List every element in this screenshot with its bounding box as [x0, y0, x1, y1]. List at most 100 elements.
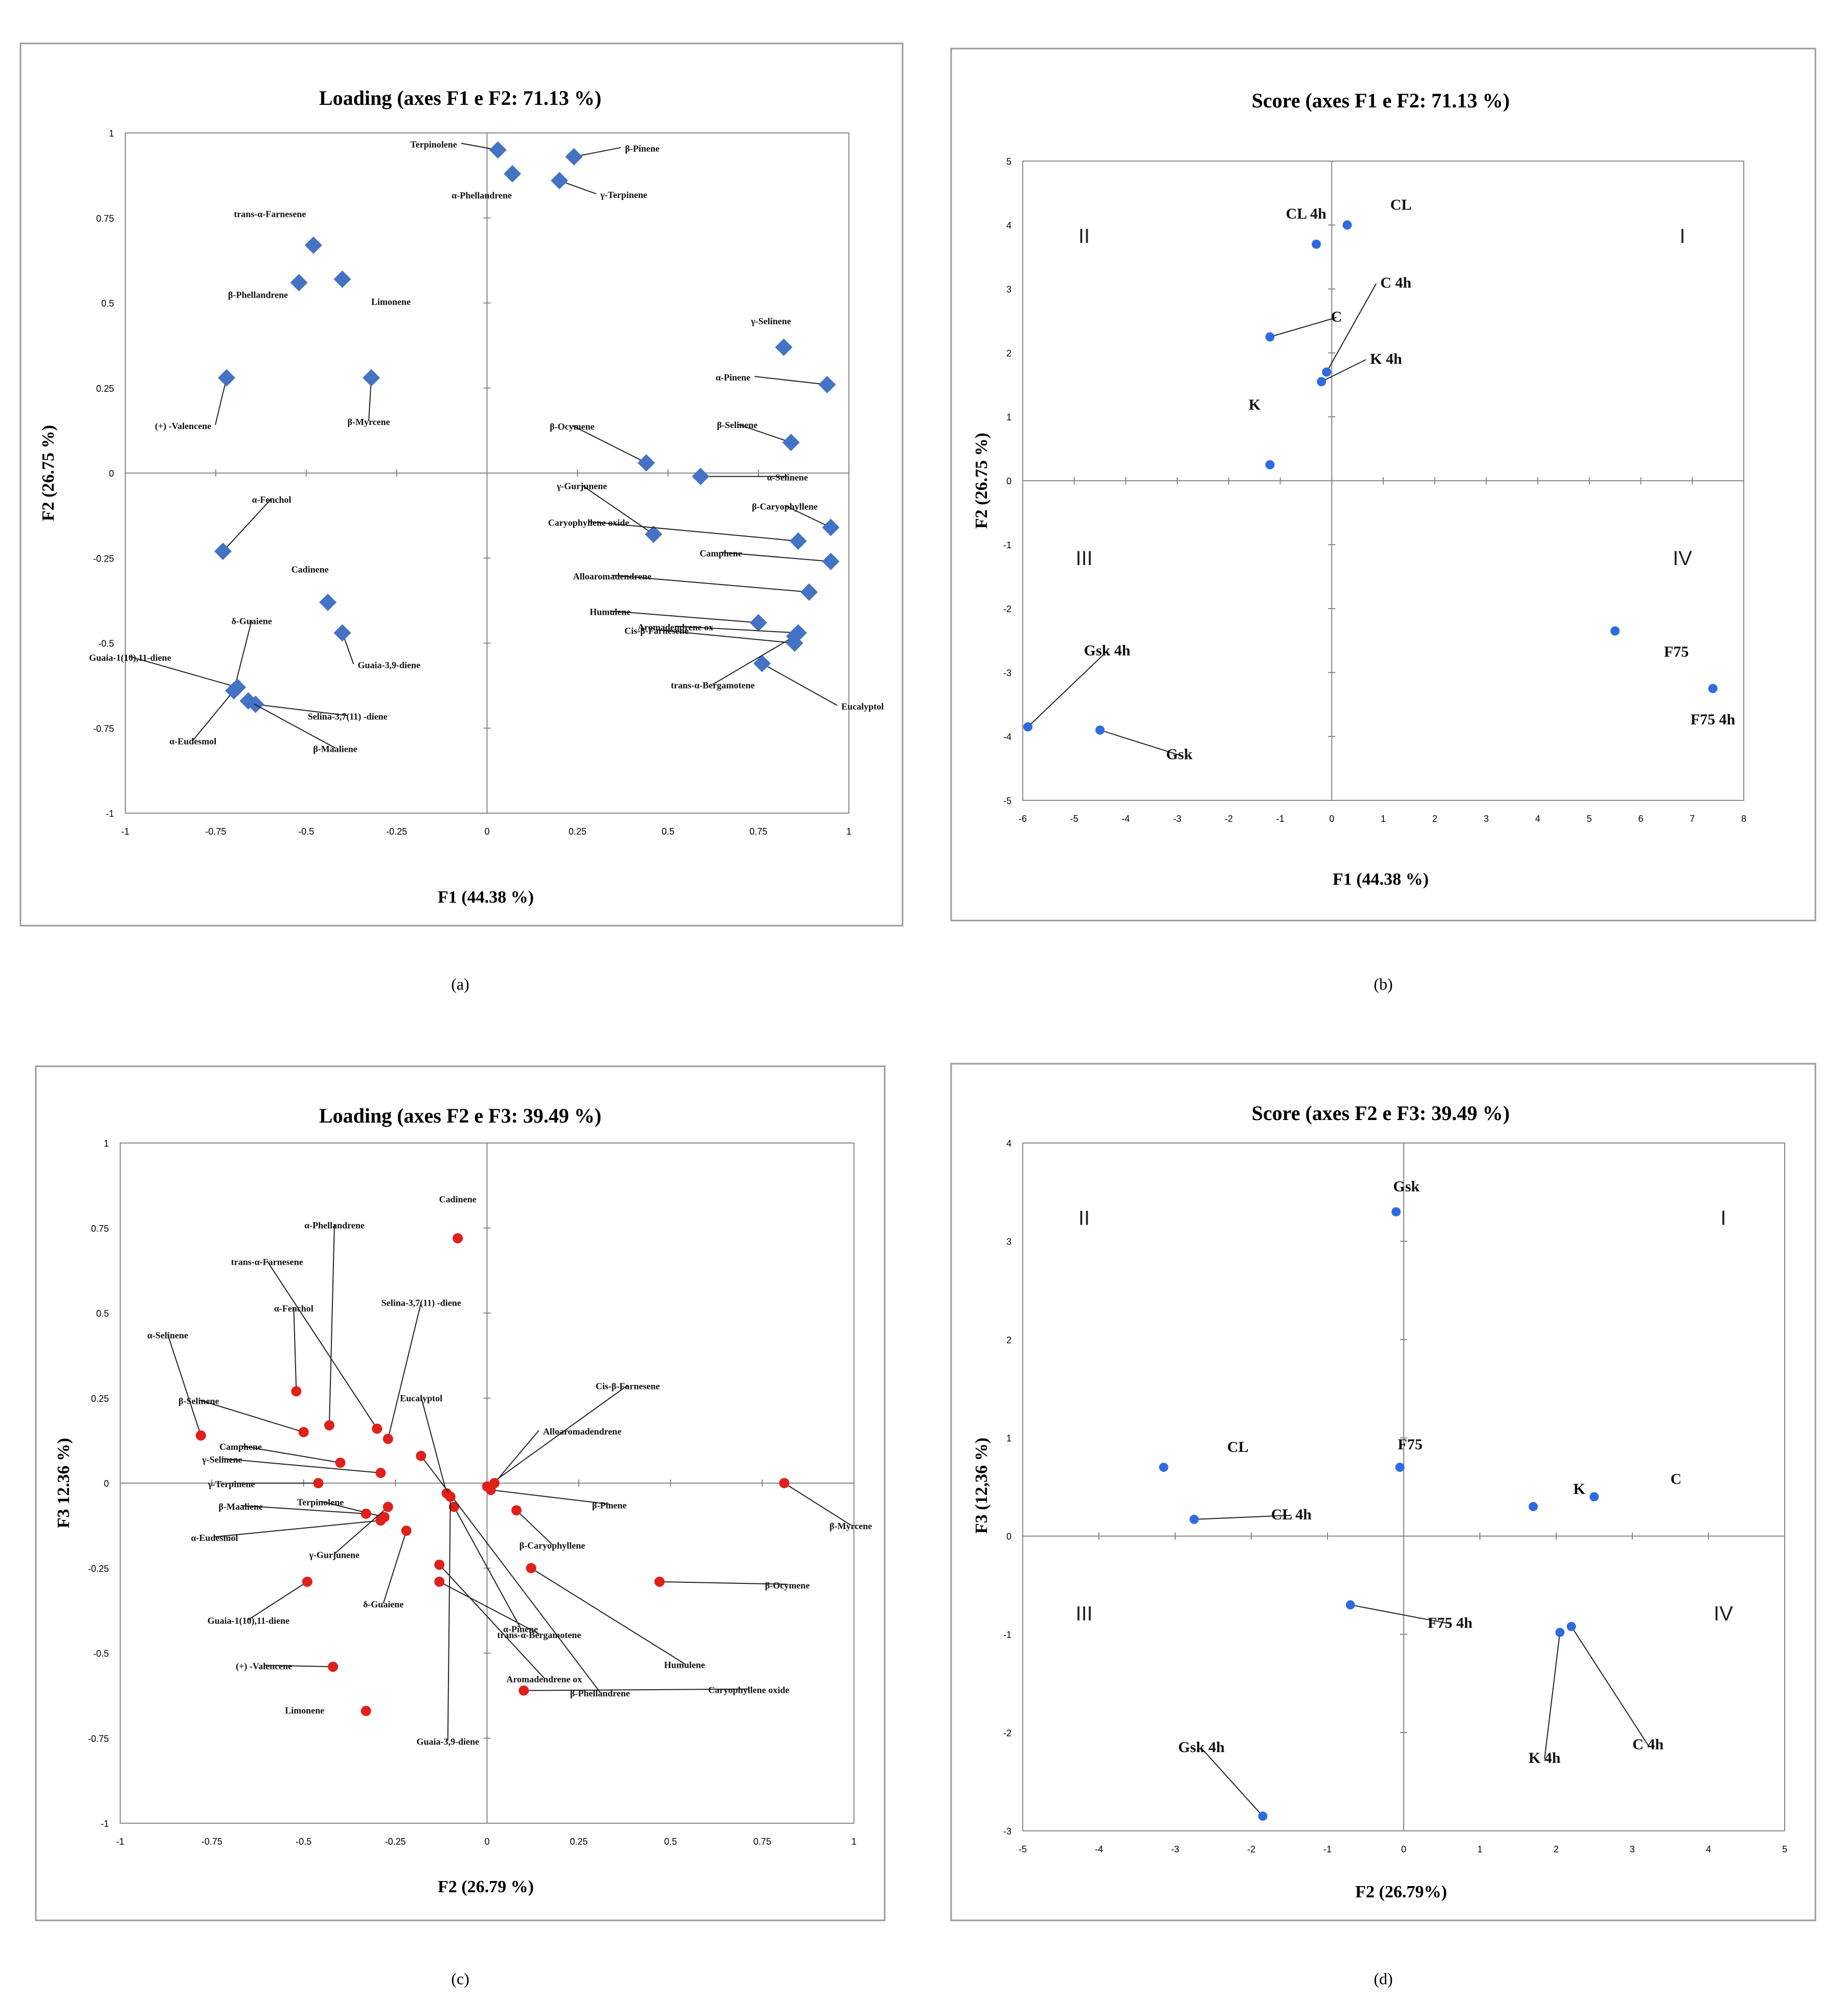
point-label: F75 4h: [1691, 711, 1736, 728]
x-tick-label: -1: [1323, 1844, 1332, 1854]
chart-title: Loading (axes F1 e F2: 71.13 %): [319, 86, 601, 109]
x-tick-label: -6: [1019, 814, 1027, 824]
leader-line: [248, 1581, 308, 1620]
point-label: δ-Guaiene: [363, 1599, 403, 1609]
data-point: [1258, 1811, 1268, 1821]
data-point: [1159, 1463, 1168, 1472]
data-point: [445, 1491, 456, 1502]
leader-line: [754, 376, 827, 386]
point-label: K: [1249, 396, 1261, 413]
leader-line: [387, 1302, 422, 1439]
quadrant-label: II: [1078, 1207, 1090, 1229]
leader-line: [198, 1399, 304, 1433]
point-label: Gsk 4h: [1084, 642, 1131, 659]
data-point: [1322, 367, 1332, 377]
leader-line: [659, 1581, 788, 1585]
leader-line: [233, 620, 253, 691]
point-label: F75 4h: [1428, 1615, 1473, 1631]
data-point: [1589, 1492, 1599, 1502]
y-tick-label: -3: [1003, 668, 1011, 678]
leader-line: [494, 1430, 539, 1484]
x-tick-label: 1: [1477, 1844, 1482, 1854]
point-label: γ-Terpinene: [600, 190, 647, 200]
data-point: [1566, 1622, 1576, 1631]
data-point: [1265, 460, 1275, 469]
chart-frame: [950, 1063, 1816, 1921]
point-label: trans-α-Farnesene: [231, 1257, 303, 1267]
y-axis-label: F2 (26.75 %): [39, 425, 58, 521]
y-tick-label: 0: [1006, 476, 1011, 486]
data-point: [1189, 1514, 1199, 1524]
leader-line: [656, 629, 795, 644]
point-label: Guaia-3,9-diene: [416, 1737, 479, 1747]
data-point: [416, 1450, 426, 1461]
panel-caption: (d): [1374, 1969, 1392, 1988]
point-label: Caryophyllene oxide: [708, 1685, 790, 1695]
x-tick-label: 1: [846, 826, 851, 837]
leader-line: [215, 377, 228, 425]
chart-panel-c: -1 -0.75 -0.5 -0.25 0 0.25 0.5 0.75 1 -1 -0.75 -0.5…: [35, 1065, 886, 1988]
data-point: [565, 148, 583, 166]
chart-frame: [35, 1065, 886, 1921]
leader-line: [610, 610, 759, 623]
leader-line: [334, 1506, 389, 1555]
point-label: β-Caryophyllene: [520, 1540, 585, 1551]
point-label: CL 4h: [1271, 1506, 1312, 1523]
point-label: β-Myrcene: [829, 1521, 872, 1531]
leader-line: [439, 1564, 545, 1679]
y-tick-label: -1: [101, 1819, 109, 1829]
point-label: Gsk: [1166, 746, 1193, 763]
point-label: γ-Selinene: [750, 316, 791, 326]
data-point: [372, 1423, 383, 1434]
data-point: [324, 1420, 334, 1430]
x-tick-label: 2: [1554, 1844, 1559, 1854]
data-point: [551, 172, 568, 190]
data-point: [304, 236, 322, 254]
x-tick-label: -4: [1121, 814, 1130, 824]
point-label: β-Myrcene: [348, 417, 390, 427]
point-label: β-Caryophyllene: [752, 501, 817, 511]
leader-line: [222, 1458, 381, 1474]
data-point: [383, 1502, 393, 1512]
point-label: α-Fenchol: [274, 1303, 313, 1313]
leader-line: [1027, 651, 1108, 727]
data-point: [302, 1576, 312, 1587]
point-label: Alloaromadendrene: [573, 571, 651, 581]
data-point: [789, 532, 807, 550]
leader-line: [784, 505, 831, 528]
x-axis-label: F2 (26.79 %): [438, 1877, 534, 1896]
point-label: Eucalyptol: [841, 701, 884, 711]
point-label: Cadinene: [439, 1194, 477, 1204]
data-point: [818, 376, 836, 394]
point-label: γ-Gurjunene: [556, 481, 607, 491]
leader-line: [328, 1224, 335, 1425]
x-tick-label: 7: [1690, 814, 1695, 824]
leader-line: [531, 1567, 685, 1665]
y-tick-label: 1: [109, 128, 114, 139]
point-label: trans-α-Bergamotene: [497, 1630, 581, 1640]
chart-panel-a: -1 -0.75 -0.5 -0.25 0 0.25 0.5 0.75 1 -1 -0.75 -0.5…: [19, 42, 904, 993]
y-tick-label: -2: [1003, 1728, 1011, 1738]
point-label: trans-α-Bergamotene: [671, 680, 755, 690]
point-label: C: [1331, 308, 1342, 325]
data-point: [1342, 220, 1352, 230]
data-point: [775, 338, 793, 356]
chart-frame: [950, 48, 1816, 922]
data-point: [1265, 332, 1275, 342]
x-tick-label: 0.5: [664, 1836, 677, 1847]
x-tick-label: -1: [1276, 814, 1285, 824]
leader-line: [574, 147, 621, 158]
point-label: C 4h: [1632, 1736, 1663, 1753]
data-point: [1528, 1502, 1538, 1511]
y-tick-label: -0.25: [88, 1563, 109, 1574]
leader-line: [588, 521, 799, 542]
point-label: δ-Guaiene: [232, 616, 272, 626]
y-axis-label: F2 (26.75 %): [972, 433, 991, 529]
data-point: [298, 1427, 309, 1438]
y-tick-label: 1: [104, 1138, 109, 1149]
x-tick-label: -5: [1019, 1844, 1027, 1854]
data-point: [644, 525, 662, 543]
point-label: Gsk 4h: [1178, 1739, 1225, 1756]
y-tick-label: -0.75: [93, 724, 114, 734]
